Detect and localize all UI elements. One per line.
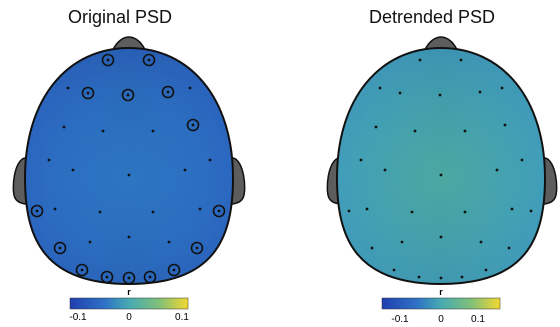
electrode-dot <box>413 129 417 133</box>
electrode-dot <box>520 158 524 162</box>
electrode-dot <box>151 210 155 214</box>
electrode-dot <box>106 58 110 62</box>
colorbar-tick: -0.1 <box>391 314 409 325</box>
electrode-dot <box>417 275 421 279</box>
significant-electrode-ring <box>212 204 226 218</box>
electrodes-original <box>30 53 226 285</box>
electrode-dot <box>151 129 155 133</box>
electrode-dot <box>88 240 92 244</box>
significant-electrode-ring <box>30 204 44 218</box>
electrode-dot <box>86 91 90 95</box>
electrode-dot <box>71 168 75 172</box>
electrode-dot <box>370 246 374 250</box>
electrode-dot <box>188 86 192 90</box>
electrode-dot <box>418 58 422 62</box>
electrode-dot <box>503 123 507 127</box>
electrode-dot <box>147 58 151 62</box>
electrode-dot <box>47 158 51 162</box>
electrode-dot <box>398 91 402 95</box>
significant-electrode-ring <box>81 86 95 100</box>
significant-electrode-ring <box>53 241 67 255</box>
electrode-dot <box>438 93 442 97</box>
electrode-dot <box>392 268 396 272</box>
electrode-dot <box>529 209 533 213</box>
electrode-dot <box>479 240 483 244</box>
electrode-dot <box>495 168 499 172</box>
electrode-dot <box>127 173 131 177</box>
electrode-dot <box>191 123 195 127</box>
electrode-dot <box>439 276 443 280</box>
electrode-dot <box>101 129 105 133</box>
electrode-dot <box>105 275 109 279</box>
electrode-dot <box>62 125 66 129</box>
significant-electrode-ring <box>75 263 89 277</box>
electrode-dot <box>80 268 84 272</box>
electrode-dot <box>127 235 131 239</box>
electrode-dot <box>66 86 70 90</box>
electrode-dot <box>198 207 202 211</box>
electrode-dot <box>127 276 131 280</box>
significant-electrode-ring <box>190 241 204 255</box>
electrode-dot <box>374 125 378 129</box>
electrode-dot <box>208 158 212 162</box>
colorbar-original: r -0.1 0 0.1 <box>69 287 189 323</box>
electrode-dot <box>347 209 351 213</box>
electrode-dot <box>507 246 511 250</box>
electrode-dot <box>172 268 176 272</box>
significant-electrode-ring <box>122 271 136 285</box>
colorbar-label: r <box>127 287 131 297</box>
colorbar-tick: 0.1 <box>471 314 485 325</box>
significant-electrode-ring <box>143 270 157 284</box>
electrode-dot <box>478 90 482 94</box>
electrode-dot <box>58 246 62 250</box>
colorbar-tick: 0 <box>438 314 444 325</box>
colorbar-detrended: r -0.1 0 0.1 <box>381 287 501 325</box>
electrode-dot <box>195 246 199 250</box>
electrode-dot <box>365 207 369 211</box>
topomap-detrended <box>326 36 558 286</box>
electrode-dot <box>53 207 57 211</box>
colorbar-tick: -0.1 <box>69 312 87 323</box>
electrode-dot <box>378 86 382 90</box>
panel-title-original: Original PSD <box>67 7 173 27</box>
electrode-dot <box>400 240 404 244</box>
electrode-dot <box>383 168 387 172</box>
colorbar-tick: 0.1 <box>175 312 189 323</box>
electrode-dot <box>217 209 221 213</box>
electrode-dot <box>126 93 130 97</box>
electrode-dot <box>148 275 152 279</box>
significant-electrode-ring <box>142 53 156 67</box>
electrode-dot <box>500 86 504 90</box>
electrode-dot <box>98 210 102 214</box>
topomap-original <box>12 36 246 286</box>
significant-electrode-ring <box>101 53 115 67</box>
electrode-dot <box>166 90 170 94</box>
significant-electrode-ring <box>167 263 181 277</box>
electrode-dot <box>410 210 414 214</box>
significant-electrode-ring <box>100 270 114 284</box>
colorbar-label: r <box>439 287 443 297</box>
electrodes-detrended <box>347 58 533 280</box>
electrode-dot <box>459 58 463 62</box>
panel-title-detrended: Detrended PSD <box>368 7 496 27</box>
electrode-dot <box>359 158 363 162</box>
electrode-dot <box>439 235 443 239</box>
electrode-dot <box>463 210 467 214</box>
electrode-dot <box>167 240 171 244</box>
electrode-dot <box>463 129 467 133</box>
colorbar-tick: 0 <box>126 312 132 323</box>
electrode-dot <box>460 275 464 279</box>
electrode-dot <box>183 168 187 172</box>
significant-electrode-ring <box>186 118 200 132</box>
electrode-dot <box>439 173 443 177</box>
electrode-dot <box>35 209 39 213</box>
electrode-dot <box>510 207 514 211</box>
electrode-dot <box>484 268 488 272</box>
significant-electrode-ring <box>161 85 175 99</box>
significant-electrode-ring <box>121 88 135 102</box>
